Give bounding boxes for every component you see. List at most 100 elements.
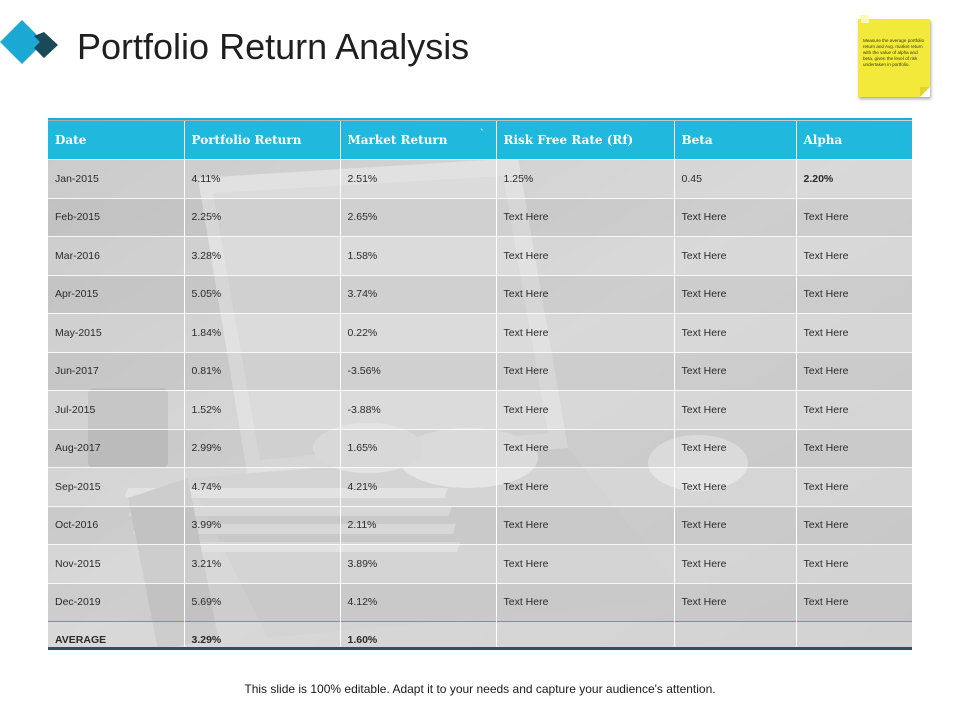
average-alpha — [796, 621, 912, 650]
cell-date: Apr-2015 — [48, 274, 185, 314]
cell-risk-free-rate: Text Here — [496, 505, 675, 545]
sticky-note: Measure the average portfolio return and… — [858, 15, 930, 97]
cell-date: Sep-2015 — [48, 467, 185, 506]
cell-alpha: Text Here — [796, 351, 912, 391]
cell-alpha: Text Here — [796, 544, 912, 583]
cell-market-return: 2.11% — [340, 505, 497, 545]
average-market-return: 1.60% — [340, 621, 497, 650]
cell-beta: Text Here — [674, 467, 797, 506]
cell-market-return: 1.58% — [340, 236, 497, 275]
header-date: Date — [48, 121, 185, 160]
table-row: Jun-2017 0.81% -3.56% Text Here Text Her… — [48, 351, 912, 391]
cell-risk-free-rate: Text Here — [496, 351, 675, 391]
table-row: Mar-2016 3.28% 1.58% Text Here Text Here… — [48, 236, 912, 275]
header-alpha: Alpha — [796, 121, 912, 160]
table-bottom-rule — [48, 647, 912, 650]
average-beta — [674, 621, 797, 650]
header-risk-free-rate: Risk Free Rate (Rf) — [496, 121, 675, 160]
average-portfolio-return: 3.29% — [184, 621, 341, 650]
cell-date: Feb-2015 — [48, 197, 185, 237]
cell-portfolio-return: 3.28% — [184, 236, 341, 275]
cell-beta: Text Here — [674, 428, 797, 468]
cell-risk-free-rate: Text Here — [496, 197, 675, 237]
cell-market-return: 2.51% — [340, 159, 497, 198]
cell-beta: Text Here — [674, 505, 797, 545]
cell-portfolio-return: 5.05% — [184, 274, 341, 314]
cell-alpha: Text Here — [796, 236, 912, 275]
cell-risk-free-rate: Text Here — [496, 428, 675, 468]
diamond-logo-icon — [0, 20, 58, 64]
average-label: AVERAGE — [48, 621, 185, 650]
cell-portfolio-return: 2.99% — [184, 428, 341, 468]
data-table-container: Date Portfolio Return Market Return Risk… — [48, 118, 912, 650]
cell-portfolio-return: 3.99% — [184, 505, 341, 545]
cell-beta: Text Here — [674, 544, 797, 583]
footer-caption: This slide is 100% editable. Adapt it to… — [244, 682, 716, 696]
cell-market-return: 1.65% — [340, 428, 497, 468]
cell-beta: Text Here — [674, 390, 797, 429]
header-beta: Beta — [674, 121, 797, 160]
cell-date: Jun-2017 — [48, 351, 185, 391]
cell-portfolio-return: 1.84% — [184, 313, 341, 352]
cell-portfolio-return: 2.25% — [184, 197, 341, 237]
cell-market-return: 4.21% — [340, 467, 497, 506]
cell-portfolio-return: 4.74% — [184, 467, 341, 506]
table-row: Oct-2016 3.99% 2.11% Text Here Text Here… — [48, 505, 912, 545]
cell-date: Aug-2017 — [48, 428, 185, 468]
table-row: Aug-2017 2.99% 1.65% Text Here Text Here… — [48, 428, 912, 468]
cell-date: Dec-2019 — [48, 582, 185, 622]
cell-alpha: Text Here — [796, 505, 912, 545]
cell-market-return: 3.74% — [340, 274, 497, 314]
cell-alpha: Text Here — [796, 428, 912, 468]
cell-risk-free-rate: Text Here — [496, 582, 675, 622]
cell-market-return: 4.12% — [340, 582, 497, 622]
table-header-row: Date Portfolio Return Market Return Risk… — [48, 121, 912, 160]
cell-risk-free-rate: Text Here — [496, 236, 675, 275]
header-portfolio-return: Portfolio Return — [184, 121, 341, 160]
header-market-return: Market Return — [340, 121, 497, 160]
cell-beta: Text Here — [674, 351, 797, 391]
table-row: Jul-2015 1.52% -3.88% Text Here Text Her… — [48, 390, 912, 429]
table-row: Nov-2015 3.21% 3.89% Text Here Text Here… — [48, 544, 912, 583]
note-pin-icon — [861, 15, 869, 23]
cell-market-return: 3.89% — [340, 544, 497, 583]
cell-risk-free-rate: Text Here — [496, 274, 675, 314]
cell-alpha: Text Here — [796, 197, 912, 237]
cell-alpha: 2.20% — [796, 159, 912, 198]
table-row: Jan-2015 4.11% 2.51% 1.25% 0.45 2.20% — [48, 159, 912, 198]
cell-portfolio-return: 4.11% — [184, 159, 341, 198]
cell-market-return: -3.88% — [340, 390, 497, 429]
cell-alpha: Text Here — [796, 467, 912, 506]
portfolio-table: Date Portfolio Return Market Return Risk… — [48, 121, 912, 650]
table-top-rule — [48, 118, 912, 120]
cell-market-return: 0.22% — [340, 313, 497, 352]
cell-date: Jul-2015 — [48, 390, 185, 429]
table-row: May-2015 1.84% 0.22% Text Here Text Here… — [48, 313, 912, 352]
cell-beta: 0.45 — [674, 159, 797, 198]
table-row: Apr-2015 5.05% 3.74% Text Here Text Here… — [48, 274, 912, 314]
cell-risk-free-rate: Text Here — [496, 467, 675, 506]
note-curl-icon — [920, 87, 930, 97]
cell-date: Oct-2016 — [48, 505, 185, 545]
cell-risk-free-rate: Text Here — [496, 544, 675, 583]
cell-beta: Text Here — [674, 236, 797, 275]
cell-beta: Text Here — [674, 582, 797, 622]
header-tick-mark: ` — [480, 128, 484, 140]
average-row: AVERAGE 3.29% 1.60% — [48, 621, 912, 650]
sticky-note-text: Measure the average portfolio return and… — [863, 38, 925, 67]
cell-risk-free-rate: Text Here — [496, 313, 675, 352]
cell-alpha: Text Here — [796, 274, 912, 314]
table-row: Sep-2015 4.74% 4.21% Text Here Text Here… — [48, 467, 912, 506]
cell-beta: Text Here — [674, 313, 797, 352]
cell-portfolio-return: 1.52% — [184, 390, 341, 429]
cell-date: Nov-2015 — [48, 544, 185, 583]
cell-risk-free-rate: Text Here — [496, 390, 675, 429]
cell-market-return: -3.56% — [340, 351, 497, 391]
cell-date: Mar-2016 — [48, 236, 185, 275]
cell-market-return: 2.65% — [340, 197, 497, 237]
cell-portfolio-return: 0.81% — [184, 351, 341, 391]
cell-date: Jan-2015 — [48, 159, 185, 198]
cell-portfolio-return: 3.21% — [184, 544, 341, 583]
cell-beta: Text Here — [674, 197, 797, 237]
cell-beta: Text Here — [674, 274, 797, 314]
